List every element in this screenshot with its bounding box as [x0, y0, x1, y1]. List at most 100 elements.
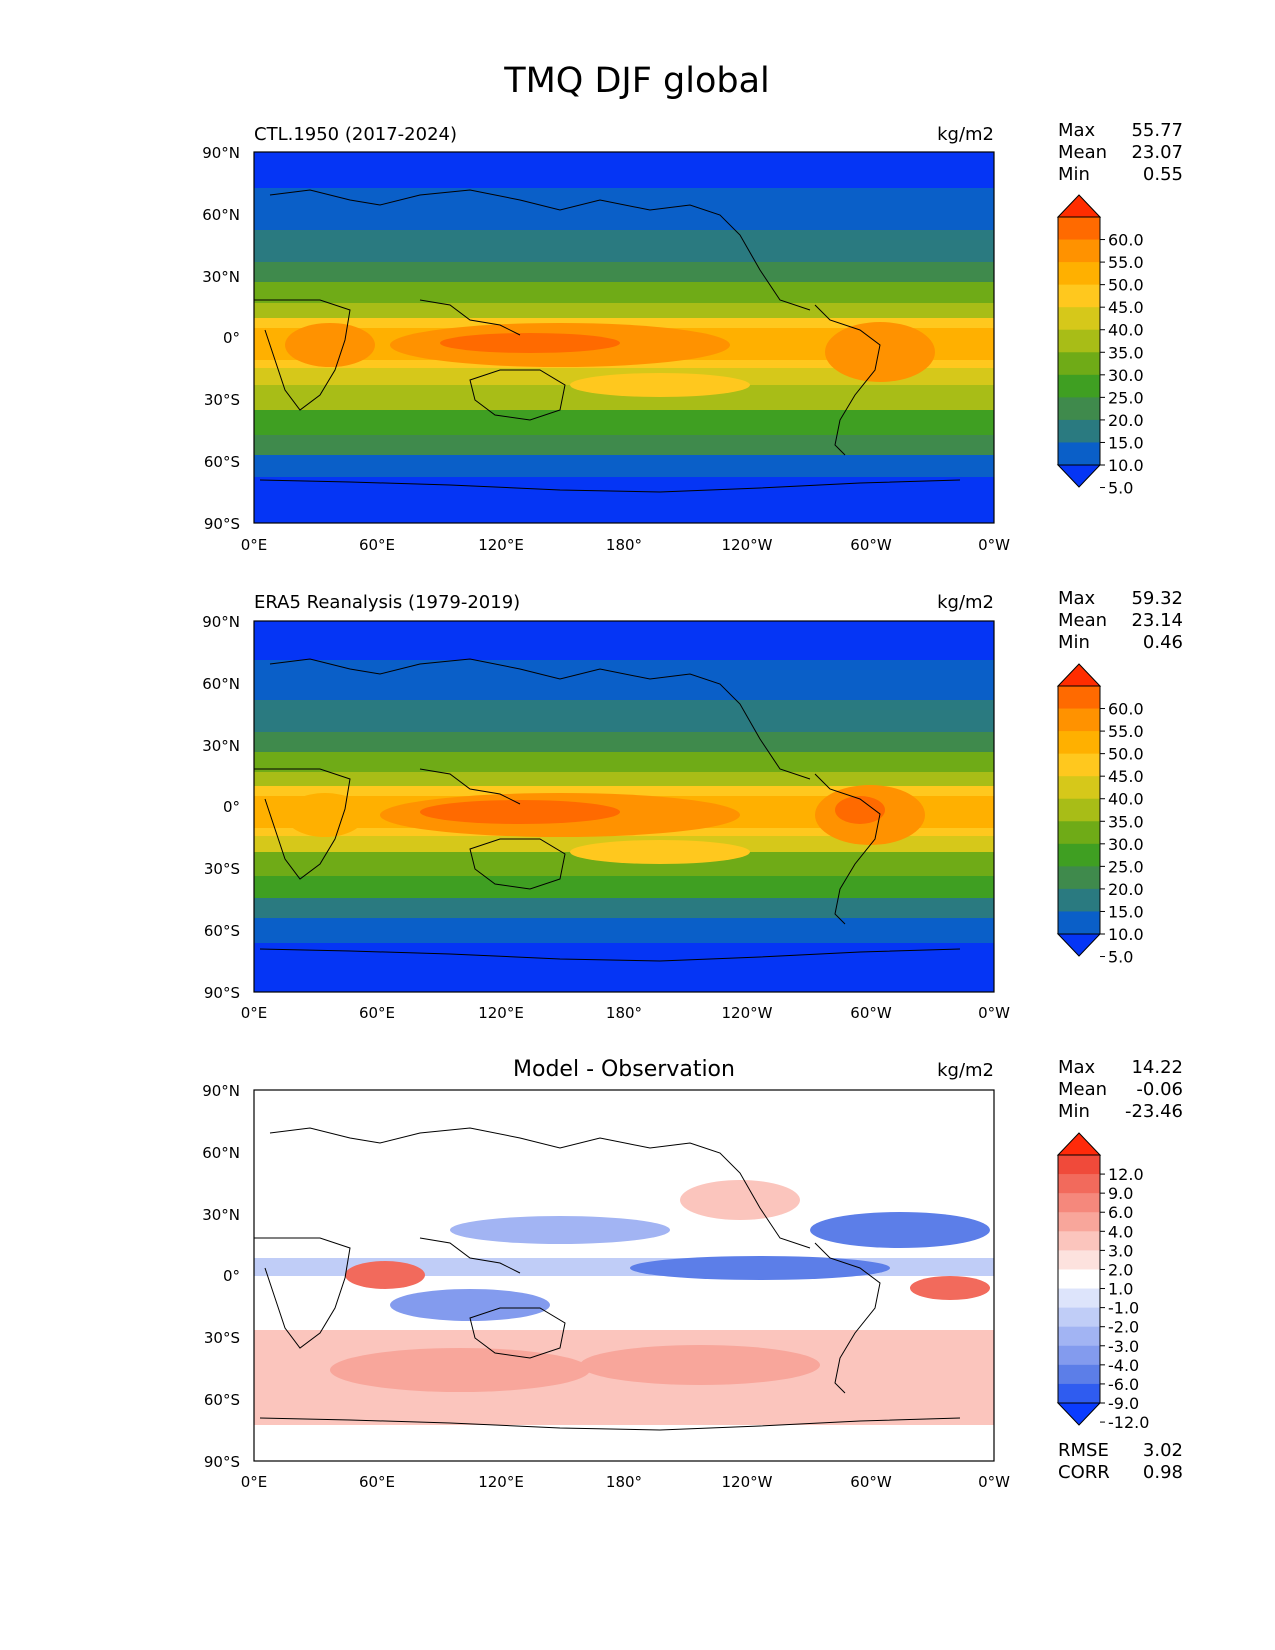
stat-value: 0.46 [1143, 632, 1183, 653]
colorbar: 60.0 55.0 50.0 45.0 40.0 35.0 30.0 25.0 20.0 15.0… [1056, 663, 1144, 967]
colorbar-tick-label: 55.0 [1108, 253, 1144, 272]
x-tick-label: 120°W [722, 1473, 773, 1491]
y-tick-label: 90°S [204, 1453, 240, 1471]
colorbar-segment [1058, 821, 1100, 845]
amazon-core [835, 796, 885, 824]
colorbar-segment [1058, 307, 1100, 331]
colorbar-segment [1058, 843, 1100, 867]
colorbar-segment [1058, 217, 1100, 241]
panel-diff: Model - Observation kg/m2 [202, 1057, 1183, 1491]
colorbar-segment [1058, 708, 1100, 732]
y-tick-label: 90°S [204, 515, 240, 533]
y-tick-label: 90°N [202, 144, 240, 162]
x-tick-label: 0°E [241, 1004, 268, 1022]
y-tick-label: 90°S [204, 984, 240, 1002]
colorbar-extend-min [1056, 933, 1102, 957]
stat-value: 23.14 [1131, 610, 1183, 631]
x-tick-label: 60°E [359, 1004, 395, 1022]
skill-scores: RMSE 3.02 CORR 0.98 [1058, 1440, 1183, 1483]
stat-value: 23.07 [1131, 142, 1183, 163]
colorbar-segment [1058, 753, 1100, 777]
nh-pacific-negative [450, 1216, 670, 1244]
colorbar-tick-label: -6.0 [1108, 1375, 1139, 1394]
colorbar-segment [1058, 284, 1100, 308]
colorbar-segment [1058, 1383, 1100, 1404]
stat-label: Min [1058, 1101, 1090, 1122]
stat-label: Min [1058, 164, 1090, 185]
stat-label: CORR [1058, 1462, 1110, 1483]
colorbar-tick-label: 60.0 [1108, 231, 1144, 250]
stat-label: Mean [1058, 610, 1107, 631]
colorbar-tick-label: 20.0 [1108, 411, 1144, 430]
stat-value: 3.02 [1143, 1440, 1183, 1461]
stat-label: Max [1058, 1057, 1096, 1078]
colorbar-segment [1058, 776, 1100, 800]
colorbar-segment [1058, 1288, 1100, 1309]
x-tick-label: 180° [606, 536, 642, 554]
band-south-4 [254, 898, 994, 920]
colorbar-tick-label: 40.0 [1108, 321, 1144, 340]
colorbar-segment [1058, 1364, 1100, 1385]
stat-value: 0.98 [1143, 1462, 1183, 1483]
colorbar-segment [1058, 1269, 1100, 1290]
colorbar-extend-max [1056, 194, 1102, 218]
colorbar-tick-label: 35.0 [1108, 343, 1144, 362]
y-tick-label: 60°N [202, 206, 240, 224]
y-tick-label: 0° [223, 798, 240, 816]
colorbar-tick-label: 35.0 [1108, 812, 1144, 831]
colorbar-tick-label: 2.0 [1108, 1260, 1133, 1279]
coastlines [254, 658, 961, 962]
panel-ctl: CTL.1950 (2017-2024) kg/m2 [202, 120, 1183, 554]
y-tick-label: 60°N [202, 1144, 240, 1162]
colorbar-tick-label: 60.0 [1108, 700, 1144, 719]
colorbar-segment [1058, 1326, 1100, 1347]
panel-title: CTL.1950 (2017-2024) [254, 124, 457, 145]
pacific-positive-north [680, 1180, 800, 1220]
stat-label: Mean [1058, 1079, 1107, 1100]
panel-title: ERA5 Reanalysis (1979-2019) [254, 592, 520, 613]
colorbar-segment [1058, 397, 1100, 421]
y-tick-label: 30°S [204, 1329, 240, 1347]
x-tick-label: 0°E [241, 536, 268, 554]
band-south-3 [254, 876, 994, 902]
spcz [570, 373, 750, 397]
panel-title: Model - Observation [513, 1057, 735, 1082]
y-tick-label: 30°S [204, 391, 240, 409]
spcz [570, 840, 750, 864]
y-tick-label: 60°S [204, 1391, 240, 1409]
x-tick-label: 60°W [850, 536, 892, 554]
colorbar-tick-label: 45.0 [1108, 298, 1144, 317]
atl-negative [810, 1212, 990, 1248]
colorbar-tick-label: 12.0 [1108, 1165, 1144, 1184]
colorbar-tick-label: 1.0 [1108, 1280, 1133, 1299]
x-tick-label: 120°E [478, 536, 524, 554]
stats-box: Max 55.77 Mean 23.07 Min 0.55 [1058, 120, 1183, 185]
colorbar-tick-label: 45.0 [1108, 767, 1144, 786]
x-tick-label: 60°E [359, 536, 395, 554]
x-tick-label: 120°W [722, 536, 773, 554]
x-axis: 0°E 60°E 120°E 180° 120°W 60°W 0°W [241, 1473, 1010, 1491]
colorbar-segment [1058, 1155, 1100, 1175]
y-tick-label: 60°N [202, 675, 240, 693]
colorbar-tick-label: 6.0 [1108, 1203, 1133, 1222]
y-tick-label: 30°N [202, 737, 240, 755]
panel-units: kg/m2 [937, 1060, 994, 1081]
map-frame [253, 620, 995, 993]
x-tick-label: 120°E [478, 1473, 524, 1491]
colorbar-segment [1058, 1231, 1100, 1251]
colorbar-tick-label: 9.0 [1108, 1184, 1133, 1203]
sh-tropical-negative [390, 1289, 550, 1321]
colorbar: 60.0 55.0 50.0 45.0 40.0 35.0 30.0 25.0 20.0 15.0… [1056, 194, 1144, 498]
map-frame [253, 1089, 995, 1462]
map-area [253, 151, 995, 524]
colorbar-segment [1058, 374, 1100, 398]
x-tick-label: 180° [606, 1473, 642, 1491]
colorbar-tick-label: -2.0 [1108, 1318, 1139, 1337]
y-tick-label: 30°S [204, 860, 240, 878]
colorbar-tick-label: -4.0 [1108, 1356, 1139, 1375]
colorbar-segment [1058, 442, 1100, 466]
colorbar-segment [1058, 731, 1100, 755]
x-tick-label: 60°W [850, 1004, 892, 1022]
x-tick-label: 120°W [722, 1004, 773, 1022]
